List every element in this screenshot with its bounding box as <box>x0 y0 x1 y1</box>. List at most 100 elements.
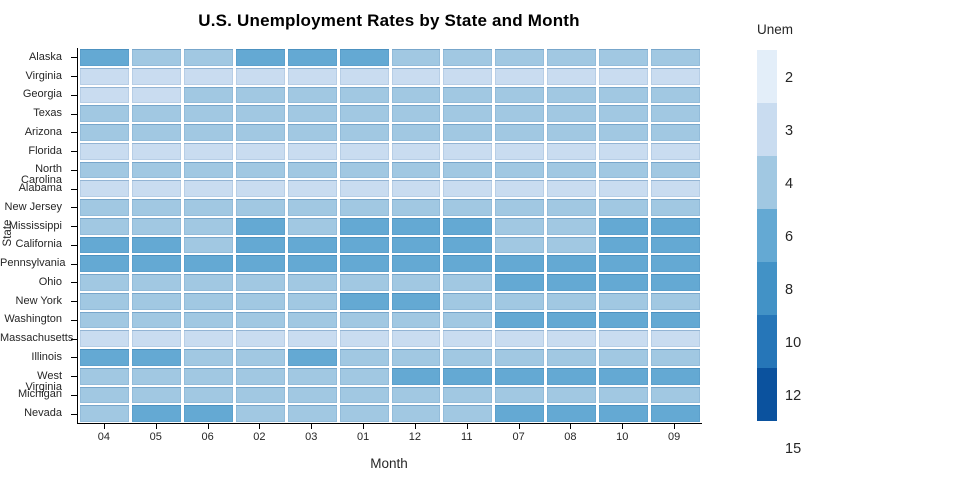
heatmap-cell <box>495 330 545 347</box>
heatmap-cell <box>287 274 337 291</box>
legend-label: 15 <box>785 441 802 457</box>
heatmap-cell <box>547 217 597 235</box>
heatmap-cell <box>391 161 441 179</box>
heatmap-cell <box>547 67 597 85</box>
heatmap-cell <box>443 105 493 122</box>
legend-swatch <box>757 262 777 315</box>
y-tick-mark <box>71 320 77 321</box>
y-tick-mark <box>71 226 77 227</box>
heatmap-cell <box>547 405 597 422</box>
heatmap-cell <box>391 180 441 197</box>
heatmap-cell <box>235 199 285 216</box>
x-tick-label: 06 <box>201 431 214 443</box>
heatmap-cell <box>339 405 389 422</box>
heatmap-cell <box>339 86 389 104</box>
heatmap-cell <box>651 292 700 310</box>
heatmap-cell <box>339 217 389 235</box>
heatmap-cell <box>80 274 129 291</box>
heatmap-cell <box>651 274 700 291</box>
heatmap-cell <box>443 142 493 160</box>
heatmap-cell <box>391 236 441 254</box>
heatmap-cell <box>391 330 441 347</box>
y-tick-mark <box>71 76 77 77</box>
heatmap-cell <box>183 274 233 291</box>
heatmap-cell <box>547 367 597 385</box>
heatmap-cell <box>183 142 233 160</box>
heatmap-cell <box>599 161 649 179</box>
heatmap-cell <box>651 386 700 404</box>
heatmap-cell <box>287 124 337 141</box>
heatmap-cell <box>495 124 545 141</box>
heatmap-cell <box>287 67 337 85</box>
heatmap-cell <box>235 349 285 366</box>
heatmap-cell <box>131 330 181 347</box>
heatmap-cell <box>131 405 181 422</box>
heatmap-cell <box>443 255 493 272</box>
heatmap-cell <box>599 67 649 85</box>
heatmap-cell <box>131 161 181 179</box>
heatmap-cell <box>495 236 545 254</box>
heatmap-cell <box>599 386 649 404</box>
heatmap-cell <box>443 311 493 329</box>
heatmap-cell <box>599 217 649 235</box>
heatmap-cell <box>651 67 700 85</box>
heatmap-cell <box>599 292 649 310</box>
heatmap-cell <box>131 105 181 122</box>
heatmap-cell <box>599 255 649 272</box>
y-tick-mark <box>71 132 77 133</box>
heatmap-cell <box>547 311 597 329</box>
y-tick-mark <box>71 264 77 265</box>
heatmap-cell <box>495 255 545 272</box>
heatmap-cell <box>131 236 181 254</box>
heatmap-cell <box>131 386 181 404</box>
y-tick-label: Arizona <box>24 125 62 138</box>
heatmap-cell <box>495 217 545 235</box>
legend-label: 8 <box>785 282 794 298</box>
x-axis-line <box>77 423 702 424</box>
y-axis-line <box>77 48 78 424</box>
y-tick-mark <box>71 189 77 190</box>
heatmap-cell <box>339 199 389 216</box>
heatmap-cell <box>287 349 337 366</box>
heatmap-cell <box>131 67 181 85</box>
heatmap-cell <box>443 199 493 216</box>
heatmap-cell <box>651 217 700 235</box>
heatmap-cell <box>443 386 493 404</box>
heatmap-cell <box>287 255 337 272</box>
heatmap-cell <box>131 367 181 385</box>
y-tick-label: Virginia <box>25 69 63 82</box>
y-tick-label: California <box>15 238 62 251</box>
heatmap-cell <box>391 274 441 291</box>
heatmap-cell <box>651 124 700 141</box>
x-tick-label: 11 <box>461 431 473 443</box>
heatmap-cell <box>183 161 233 179</box>
heatmap-cell <box>235 142 285 160</box>
heatmap-cell <box>131 349 181 366</box>
heatmap-cell <box>235 386 285 404</box>
heatmap-cell <box>495 274 545 291</box>
y-tick-label: Ohio <box>38 275 62 288</box>
heatmap-cell <box>651 86 700 104</box>
heatmap-cell <box>547 274 597 291</box>
heatmap-cell <box>651 405 700 422</box>
x-tick-mark <box>622 424 623 429</box>
x-tick-mark <box>156 424 157 429</box>
x-tick-label: 10 <box>616 431 629 443</box>
heatmap-cell <box>547 255 597 272</box>
heatmap-cell <box>339 311 389 329</box>
heatmap-cell <box>235 255 285 272</box>
heatmap-cell <box>235 105 285 122</box>
heatmap-cell <box>287 86 337 104</box>
heatmap-cell <box>443 180 493 197</box>
heatmap-cell <box>547 292 597 310</box>
y-tick-mark <box>71 151 77 152</box>
heatmap-cell <box>80 142 129 160</box>
x-axis-title: Month <box>370 456 408 471</box>
heatmap-cell <box>495 405 545 422</box>
heatmap-cell <box>391 349 441 366</box>
legend-label: 4 <box>785 176 794 192</box>
heatmap-cell <box>391 311 441 329</box>
heatmap-cell <box>547 386 597 404</box>
y-tick-mark <box>71 282 77 283</box>
heatmap-cell <box>183 386 233 404</box>
